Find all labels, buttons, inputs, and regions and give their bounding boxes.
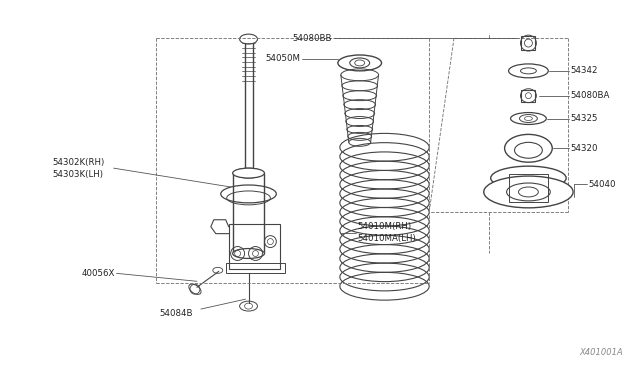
Bar	[522, 90, 536, 102]
Ellipse shape	[233, 248, 264, 259]
Ellipse shape	[484, 176, 573, 208]
Text: 54303K(LH): 54303K(LH)	[52, 170, 103, 179]
Ellipse shape	[338, 55, 381, 71]
Ellipse shape	[233, 168, 264, 178]
Text: 54010MA(LH): 54010MA(LH)	[358, 234, 417, 243]
Bar	[228, 224, 280, 269]
Bar	[509, 174, 548, 202]
Bar	[226, 263, 285, 273]
Ellipse shape	[509, 64, 548, 78]
Text: 54302K(RH): 54302K(RH)	[52, 158, 104, 167]
Text: 54342: 54342	[570, 66, 598, 76]
Ellipse shape	[504, 134, 552, 162]
Text: 54320: 54320	[570, 144, 598, 153]
Text: 40056X: 40056X	[82, 269, 115, 278]
Text: 54080BB: 54080BB	[292, 33, 332, 43]
Text: 54325: 54325	[570, 114, 598, 123]
Text: 54080BA: 54080BA	[570, 91, 609, 100]
Ellipse shape	[491, 166, 566, 190]
Text: 54040: 54040	[588, 180, 616, 189]
Bar	[522, 36, 536, 50]
Text: 54084B: 54084B	[159, 308, 193, 318]
Text: X401001A: X401001A	[579, 348, 623, 357]
Text: 54050M: 54050M	[265, 54, 300, 64]
Ellipse shape	[511, 113, 547, 125]
Text: 54010M(RH): 54010M(RH)	[358, 222, 412, 231]
